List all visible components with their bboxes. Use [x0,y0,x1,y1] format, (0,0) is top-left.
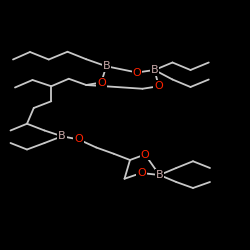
Text: B: B [58,131,66,141]
Text: O: O [132,68,141,78]
Text: B: B [151,65,158,75]
Text: O: O [140,150,149,160]
Text: O: O [74,134,83,144]
Text: O: O [137,168,145,178]
Text: B: B [102,61,110,71]
Text: O: O [154,81,163,91]
Text: O: O [97,78,106,88]
Text: B: B [156,170,163,180]
